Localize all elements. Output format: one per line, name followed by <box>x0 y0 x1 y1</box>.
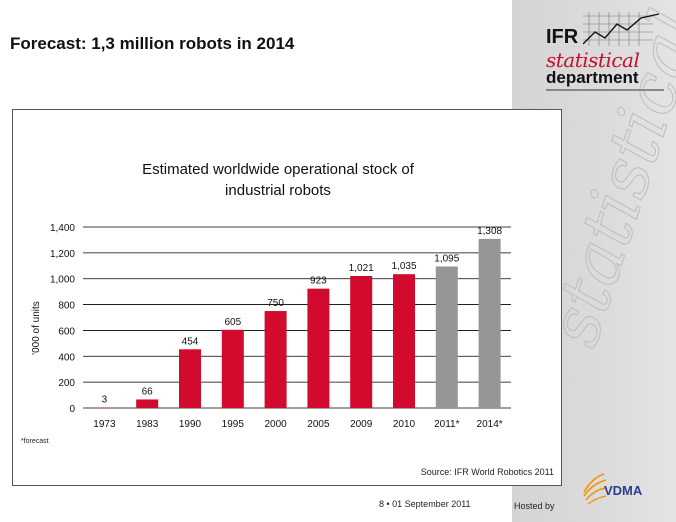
y-tick-label: 600 <box>58 326 75 337</box>
x-tick-label: 1973 <box>93 419 116 430</box>
slide-title: Forecast: 1,3 million robots in 2014 <box>10 34 295 53</box>
bar-2005 <box>307 288 330 408</box>
chart-frame: Estimated worldwide operational stock of… <box>12 109 562 486</box>
x-tick-label: 1990 <box>179 419 202 430</box>
ifr-statistical-department-logo: IFR statistical department <box>540 8 668 92</box>
bar-2009 <box>350 275 373 408</box>
y-tick-label: 400 <box>58 352 75 363</box>
x-tick-label: 2010 <box>393 419 416 430</box>
bar-value-label: 1,095 <box>434 253 459 264</box>
x-tick-label: 2005 <box>307 419 330 430</box>
chart-title-line-2: industrial robots <box>225 182 331 199</box>
y-tick-label: 1,400 <box>50 223 75 234</box>
logo-department-text: department <box>546 68 639 87</box>
footer-date: 8 • 01 September 2011 <box>379 499 471 509</box>
bar-value-label: 1,308 <box>477 226 502 237</box>
x-tick-label: 2011* <box>434 419 460 430</box>
bar-value-label: 923 <box>310 276 327 287</box>
y-tick-label: 200 <box>58 378 75 389</box>
y-tick-label: 0 <box>69 404 75 415</box>
bar-1983 <box>136 399 159 408</box>
bar-1995 <box>221 329 244 408</box>
bar-value-label: 66 <box>142 386 154 397</box>
bar-value-label: 605 <box>224 317 241 328</box>
x-tick-label: 2014* <box>477 419 503 430</box>
bar-value-label: 750 <box>267 298 284 309</box>
bar-2010 <box>393 274 415 408</box>
bar-value-label: 454 <box>182 336 199 347</box>
bar-value-label: 3 <box>102 395 108 406</box>
y-axis-label: '000 of units <box>31 301 42 355</box>
forecast-footnote: *forecast <box>21 438 49 445</box>
x-tick-label: 2000 <box>264 419 287 430</box>
x-tick-label: 1995 <box>222 419 245 430</box>
bar-2011 <box>435 266 458 408</box>
x-tick-label: 2009 <box>350 419 373 430</box>
chart-grid-icon <box>583 12 660 46</box>
logo-ifr-text: IFR <box>546 26 579 48</box>
x-tick-label: 1983 <box>136 419 159 430</box>
y-tick-label: 1,000 <box>50 275 75 286</box>
vdma-swoosh-icon <box>583 473 607 505</box>
logo-statistical-text: statistical <box>546 48 640 72</box>
bar-chart: Estimated worldwide operational stock of… <box>21 161 554 477</box>
bar-value-label: 1,035 <box>391 261 416 272</box>
y-tick-label: 800 <box>58 301 75 312</box>
y-tick-label: 1,200 <box>50 249 75 260</box>
vdma-logo: VDMA <box>580 468 672 518</box>
source-note: Source: IFR World Robotics 2011 <box>421 467 554 477</box>
vdma-text: VDMA <box>604 483 643 498</box>
logo-divider <box>546 89 664 91</box>
bar-1990 <box>179 349 201 408</box>
bar-2014 <box>478 238 501 408</box>
hosted-by-label: Hosted by <box>514 501 555 511</box>
bar-2000 <box>264 311 287 408</box>
chart-title-line-1: Estimated worldwide operational stock of <box>142 161 415 178</box>
bar-value-label: 1,021 <box>349 263 374 274</box>
